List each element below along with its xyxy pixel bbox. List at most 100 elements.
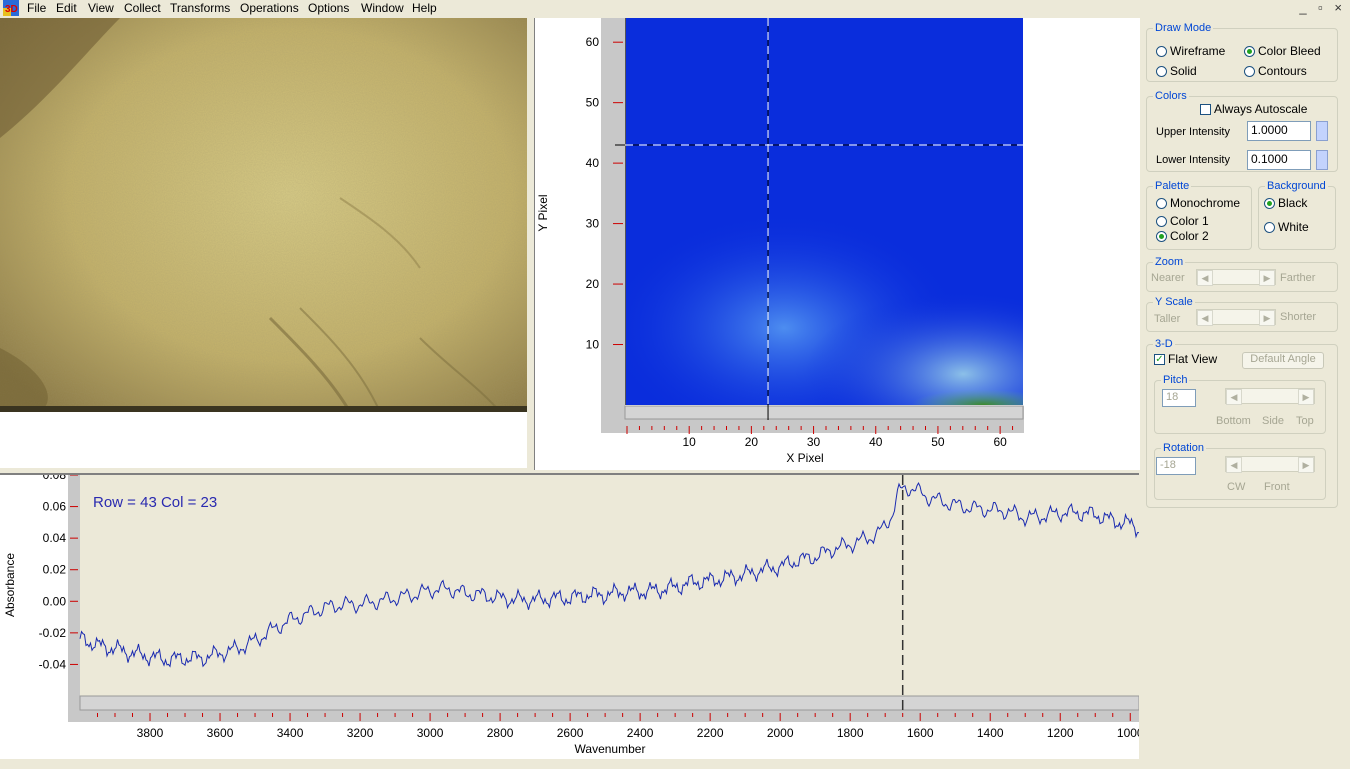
x-tick-label: 60 xyxy=(993,435,1007,449)
radio-contours[interactable]: Contours xyxy=(1244,64,1307,78)
y-axis-strip xyxy=(601,18,625,433)
spectrum-y-tick-label: -0.02 xyxy=(39,626,67,640)
rotation-right-arrow-icon[interactable]: ▶ xyxy=(1298,457,1314,473)
spectrum-x-tick-label: 1600 xyxy=(907,726,934,740)
pitch-right-arrow-icon[interactable]: ▶ xyxy=(1298,389,1314,405)
radio-color-1[interactable]: Color 1 xyxy=(1156,214,1209,228)
yscale-shorter-label: Shorter xyxy=(1280,311,1317,323)
flat-view-checkbox[interactable]: ✓ Flat View xyxy=(1154,352,1218,366)
app-logo-icon: 3D xyxy=(3,0,19,16)
radio-monochrome[interactable]: Monochrome xyxy=(1156,196,1240,210)
x-scrollbar[interactable] xyxy=(624,405,1024,420)
x-tick-label: 10 xyxy=(683,435,697,449)
pitch-left-arrow-icon[interactable]: ◀ xyxy=(1226,389,1242,405)
x-tick-label: 20 xyxy=(745,435,759,449)
yscale-slider[interactable]: ◀ ▶ xyxy=(1196,309,1276,326)
three-d-group: 3-D xyxy=(1146,338,1338,508)
yscale-left-arrow-icon[interactable]: ◀ xyxy=(1197,310,1213,326)
spectrum-y-tick-label: 0.04 xyxy=(43,531,67,545)
spectrum-x-tick-label: 3200 xyxy=(347,726,374,740)
menu-edit[interactable]: Edit xyxy=(56,1,77,15)
menu-operations[interactable]: Operations xyxy=(240,1,299,15)
pitch-legend: Pitch xyxy=(1163,374,1188,386)
menu-file[interactable]: File xyxy=(27,1,47,15)
colors-legend: Colors xyxy=(1155,90,1187,102)
spectrum-x-tick-label: 1400 xyxy=(977,726,1004,740)
radio-solid[interactable]: Solid xyxy=(1156,64,1197,78)
menu-transforms[interactable]: Transforms xyxy=(170,1,231,15)
radio-color-2[interactable]: Color 2 xyxy=(1156,229,1209,243)
rotation-legend: Rotation xyxy=(1163,442,1204,454)
always-autoscale-checkbox[interactable]: Always Autoscale xyxy=(1200,102,1307,116)
spectrum-y-tick-label: 0.02 xyxy=(43,563,67,577)
pitch-side-label: Side xyxy=(1262,415,1285,427)
lower-intensity-input[interactable]: 0.1000 xyxy=(1247,150,1311,170)
y-tick-label: 30 xyxy=(586,217,600,231)
microscope-photo xyxy=(0,18,527,412)
background-group: Background xyxy=(1258,180,1336,250)
zoom-slider[interactable]: ◀ ▶ xyxy=(1196,269,1276,286)
yscale-taller-label: Taller xyxy=(1154,313,1181,325)
upper-intensity-spinner[interactable] xyxy=(1316,121,1328,141)
window-controls[interactable]: _ ▫ × xyxy=(1299,0,1346,15)
pitch-group: Pitch xyxy=(1154,374,1326,434)
spectrum-x-tick-label: 2400 xyxy=(627,726,654,740)
splitter-vertical[interactable] xyxy=(527,18,534,470)
zoom-right-arrow-icon[interactable]: ▶ xyxy=(1259,270,1275,286)
draw-mode-group: Draw Mode xyxy=(1146,22,1338,82)
upper-intensity-input[interactable]: 1.0000 xyxy=(1247,121,1311,141)
x-tick-label: 30 xyxy=(807,435,821,449)
menu-help[interactable]: Help xyxy=(412,1,437,15)
pitch-slider[interactable]: ◀ ▶ xyxy=(1225,388,1315,405)
zoom-legend: Zoom xyxy=(1155,256,1184,268)
spectrum-x-tick-label: 2800 xyxy=(487,726,514,740)
yscale-group: Y Scale xyxy=(1146,296,1338,332)
radio-wireframe[interactable]: Wireframe xyxy=(1156,44,1225,58)
radio-white[interactable]: White xyxy=(1264,220,1309,234)
rotation-slider[interactable]: ◀ ▶ xyxy=(1225,456,1315,473)
lower-intensity-spinner[interactable] xyxy=(1316,150,1328,170)
y-tick-label: 50 xyxy=(586,96,600,110)
spectrum-x-tick-label: 3800 xyxy=(137,726,164,740)
menu-window[interactable]: Window xyxy=(361,1,404,15)
display-options-panel: Draw Mode Wireframe Color Bleed Solid Co… xyxy=(1140,18,1350,758)
spectrum-x-tick-label: 2600 xyxy=(557,726,584,740)
palette-group: Palette xyxy=(1146,180,1252,250)
spectrum-chart[interactable]: 0.08 0.06 0.04 0.02 0.00 -0.02 -0.04 3800 3600 3… xyxy=(0,468,1144,759)
microscope-image xyxy=(0,18,527,412)
menu-collect[interactable]: Collect xyxy=(124,1,161,15)
spectrum-line xyxy=(79,482,1139,668)
spectrum-y-tick-label: -0.04 xyxy=(39,657,67,671)
image-panel-blank xyxy=(0,412,527,468)
spectrum-x-tick-label: 3600 xyxy=(207,726,234,740)
upper-intensity-label: Upper Intensity xyxy=(1156,126,1230,138)
spectrum-x-tick-label: 3400 xyxy=(277,726,304,740)
menu-view[interactable]: View xyxy=(88,1,114,15)
heatmap-chart[interactable]: 60 50 40 30 20 10 10 20 30 40 50 60 X Pixel Y Pixe… xyxy=(535,18,1140,470)
x-tick-label: 40 xyxy=(869,435,883,449)
menu-options[interactable]: Options xyxy=(308,1,350,15)
rotation-left-arrow-icon[interactable]: ◀ xyxy=(1226,457,1242,473)
default-angle-button[interactable]: Default Angle xyxy=(1242,352,1324,369)
radio-color-bleed[interactable]: Color Bleed xyxy=(1244,44,1321,58)
pitch-input[interactable]: 18 xyxy=(1162,389,1196,407)
zoom-group: Zoom xyxy=(1146,256,1338,292)
spectrum-y-label: Absorbance xyxy=(3,553,17,617)
spectrum-scrollbar[interactable] xyxy=(79,695,1140,711)
svg-text:3D: 3D xyxy=(5,4,18,15)
yscale-right-arrow-icon[interactable]: ▶ xyxy=(1259,310,1275,326)
zoom-left-arrow-icon[interactable]: ◀ xyxy=(1197,270,1213,286)
zoom-farther-label: Farther xyxy=(1280,272,1316,284)
rotation-cw-label: CW xyxy=(1227,481,1246,493)
spectrum-x-tick-label: 1800 xyxy=(837,726,864,740)
radio-black[interactable]: Black xyxy=(1264,196,1307,210)
rotation-input[interactable]: -18 xyxy=(1156,457,1196,475)
spectrum-x-label: Wavenumber xyxy=(575,742,646,756)
spectrum-x-tick-label: 1000 xyxy=(1117,726,1139,740)
three-d-legend: 3-D xyxy=(1155,338,1173,350)
y-tick-label: 10 xyxy=(586,338,600,352)
spectrum-x-tick-label: 2200 xyxy=(697,726,724,740)
spectrum-panel: 0.08 0.06 0.04 0.02 0.00 -0.02 -0.04 3800 3600 3… xyxy=(0,468,1144,759)
spectrum-x-tick-label: 1200 xyxy=(1047,726,1074,740)
y-tick-label: 40 xyxy=(586,156,600,170)
